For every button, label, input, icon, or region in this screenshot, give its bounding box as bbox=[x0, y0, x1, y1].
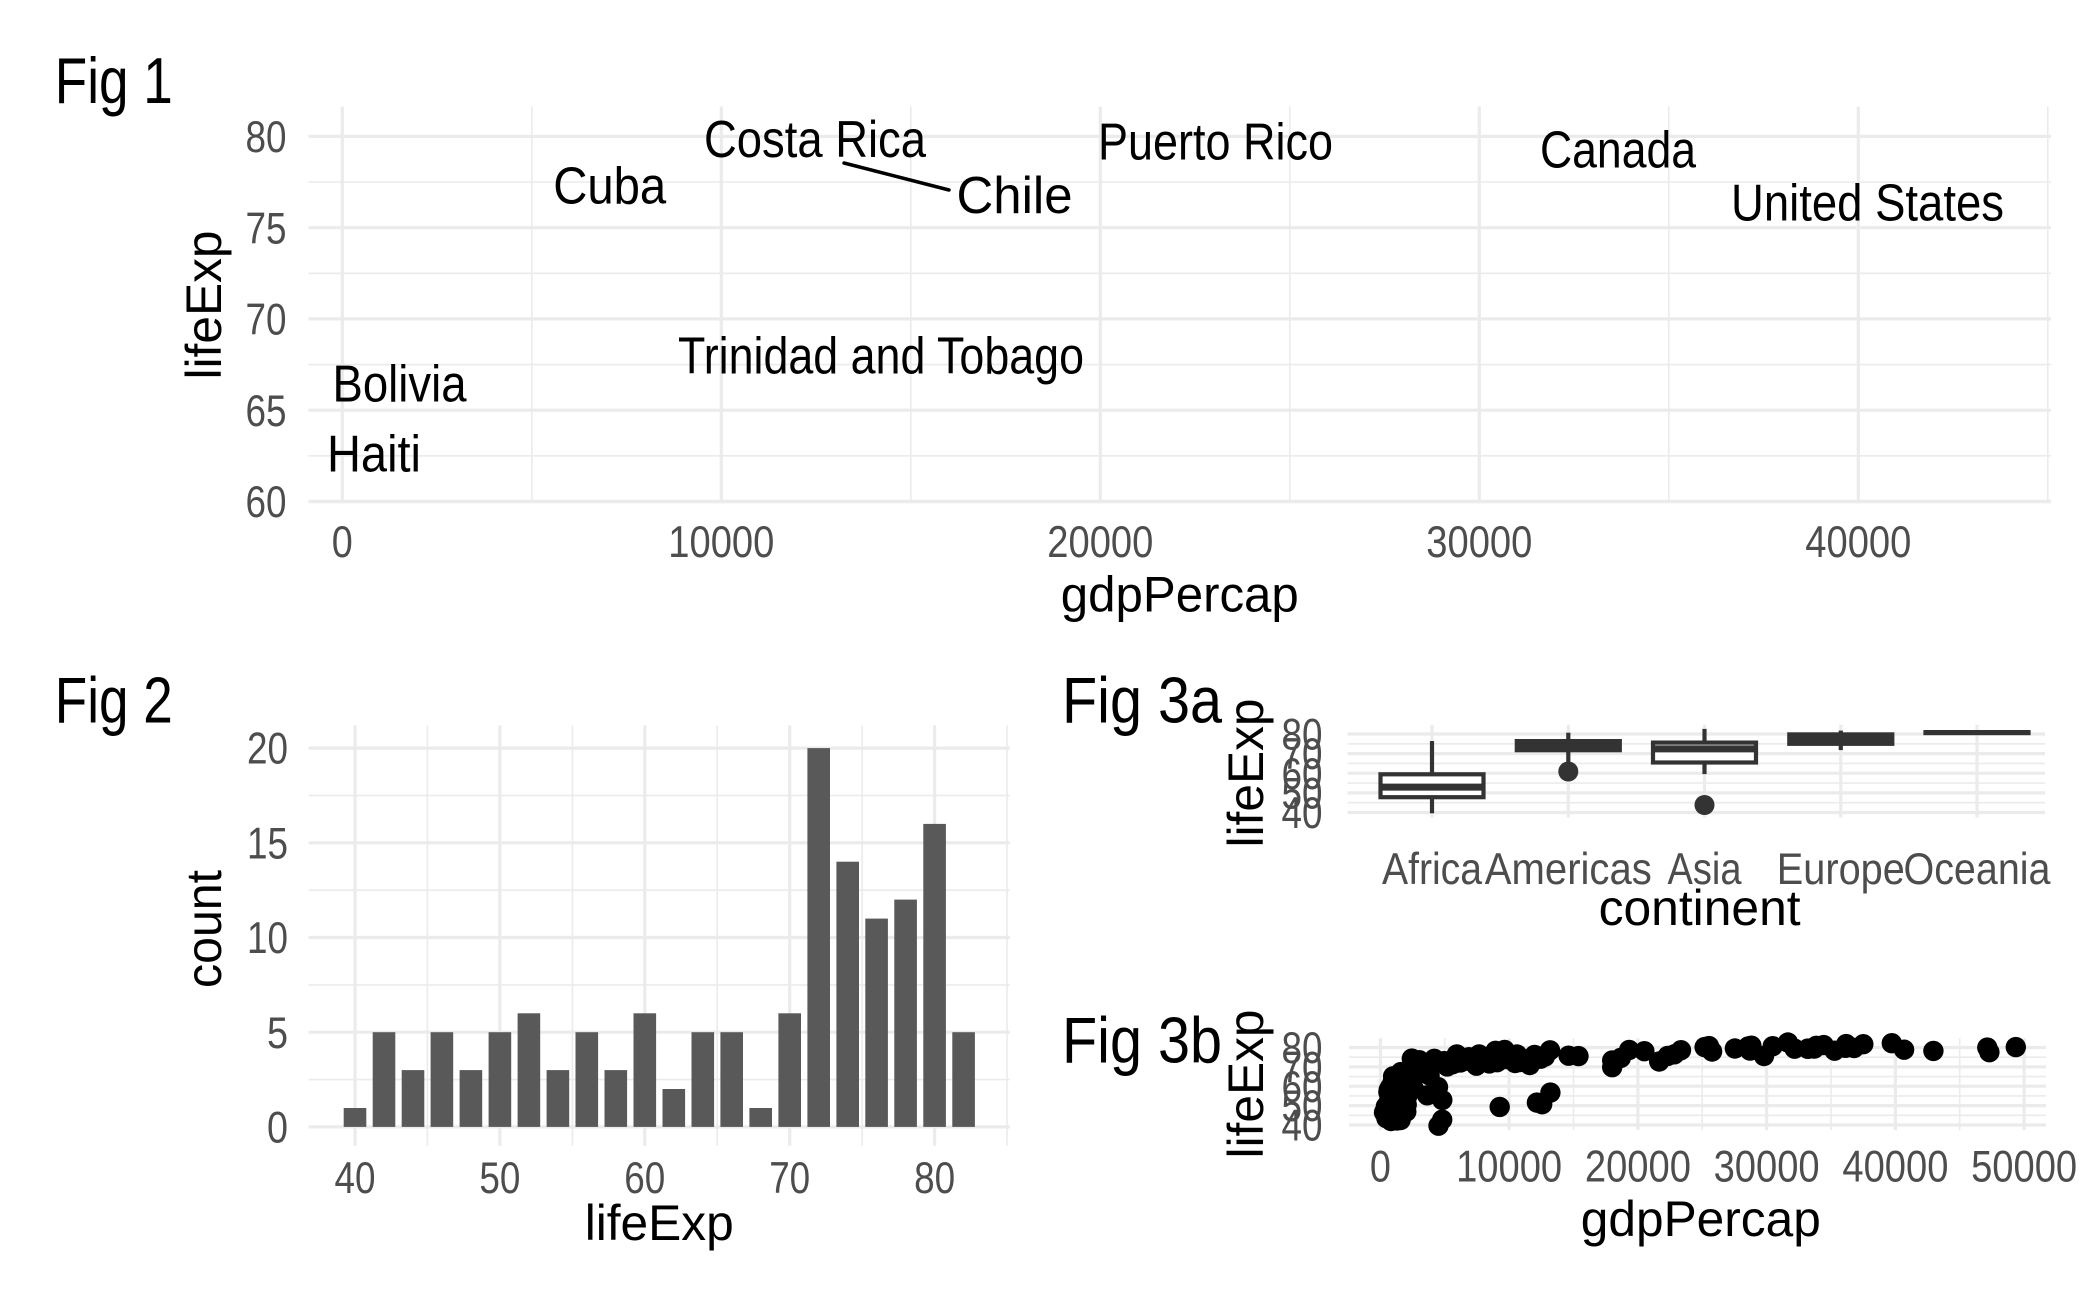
svg-text:80: 80 bbox=[914, 1154, 955, 1203]
svg-text:lifeExp: lifeExp bbox=[585, 1194, 734, 1251]
svg-text:40: 40 bbox=[335, 1154, 376, 1203]
svg-text:Oceania: Oceania bbox=[1904, 845, 2051, 894]
svg-text:70: 70 bbox=[1282, 730, 1323, 779]
svg-text:40: 40 bbox=[1282, 789, 1323, 838]
svg-text:20: 20 bbox=[247, 725, 288, 774]
svg-text:10000: 10000 bbox=[668, 518, 774, 567]
svg-text:50000: 50000 bbox=[1971, 1142, 2077, 1191]
svg-text:Fig 3b: Fig 3b bbox=[1062, 1004, 1222, 1077]
svg-text:Haiti: Haiti bbox=[327, 425, 421, 483]
svg-text:0: 0 bbox=[332, 518, 353, 567]
svg-text:lifeExp: lifeExp bbox=[1217, 1010, 1274, 1159]
svg-text:Cuba: Cuba bbox=[553, 157, 666, 215]
svg-text:60: 60 bbox=[624, 1154, 665, 1203]
svg-text:5: 5 bbox=[267, 1009, 288, 1058]
svg-text:30000: 30000 bbox=[1426, 518, 1532, 567]
svg-text:United States: United States bbox=[1731, 174, 2004, 232]
svg-text:60: 60 bbox=[246, 478, 287, 527]
svg-text:30000: 30000 bbox=[1714, 1142, 1820, 1191]
svg-text:Puerto Rico: Puerto Rico bbox=[1098, 113, 1333, 171]
svg-text:gdpPercap: gdpPercap bbox=[1581, 1190, 1821, 1247]
svg-text:20000: 20000 bbox=[1047, 518, 1153, 567]
svg-text:gdpPercap: gdpPercap bbox=[1061, 566, 1299, 623]
svg-text:Asia: Asia bbox=[1668, 845, 1742, 894]
svg-text:Costa Rica: Costa Rica bbox=[704, 111, 926, 169]
svg-text:Fig 1: Fig 1 bbox=[55, 44, 173, 117]
svg-text:50: 50 bbox=[1282, 770, 1323, 819]
svg-text:40000: 40000 bbox=[1805, 518, 1911, 567]
svg-text:40000: 40000 bbox=[1842, 1142, 1948, 1191]
svg-text:continent: continent bbox=[1599, 879, 1801, 936]
svg-text:20000: 20000 bbox=[1585, 1142, 1691, 1191]
svg-text:Americas: Americas bbox=[1485, 845, 1652, 894]
svg-text:Fig 2: Fig 2 bbox=[55, 663, 173, 736]
svg-text:15: 15 bbox=[247, 819, 288, 868]
svg-text:65: 65 bbox=[246, 387, 287, 436]
svg-text:50: 50 bbox=[1282, 1082, 1323, 1131]
svg-text:60: 60 bbox=[1282, 750, 1323, 799]
svg-text:40: 40 bbox=[1282, 1102, 1323, 1151]
svg-text:10000: 10000 bbox=[1456, 1142, 1562, 1191]
svg-text:80: 80 bbox=[1282, 711, 1323, 760]
svg-text:0: 0 bbox=[1370, 1142, 1391, 1191]
svg-text:lifeExp: lifeExp bbox=[175, 231, 232, 380]
svg-text:lifeExp: lifeExp bbox=[1217, 699, 1274, 848]
svg-text:60: 60 bbox=[1282, 1063, 1323, 1112]
svg-text:Fig 3a: Fig 3a bbox=[1062, 663, 1223, 736]
svg-text:Europe: Europe bbox=[1777, 845, 1905, 894]
svg-text:50: 50 bbox=[479, 1154, 520, 1203]
svg-text:75: 75 bbox=[246, 204, 287, 253]
svg-text:70: 70 bbox=[1282, 1044, 1323, 1093]
svg-text:0: 0 bbox=[267, 1104, 288, 1153]
svg-text:80: 80 bbox=[246, 113, 287, 162]
svg-text:Trinidad and Tobago: Trinidad and Tobago bbox=[678, 327, 1084, 385]
svg-text:Africa: Africa bbox=[1382, 845, 1482, 894]
svg-text:70: 70 bbox=[246, 296, 287, 345]
svg-text:Canada: Canada bbox=[1540, 121, 1696, 179]
svg-text:count: count bbox=[175, 870, 232, 988]
svg-text:10: 10 bbox=[247, 914, 288, 963]
svg-text:70: 70 bbox=[769, 1154, 810, 1203]
svg-text:80: 80 bbox=[1282, 1024, 1323, 1073]
svg-text:Bolivia: Bolivia bbox=[333, 355, 467, 413]
svg-text:Chile: Chile bbox=[957, 167, 1073, 225]
